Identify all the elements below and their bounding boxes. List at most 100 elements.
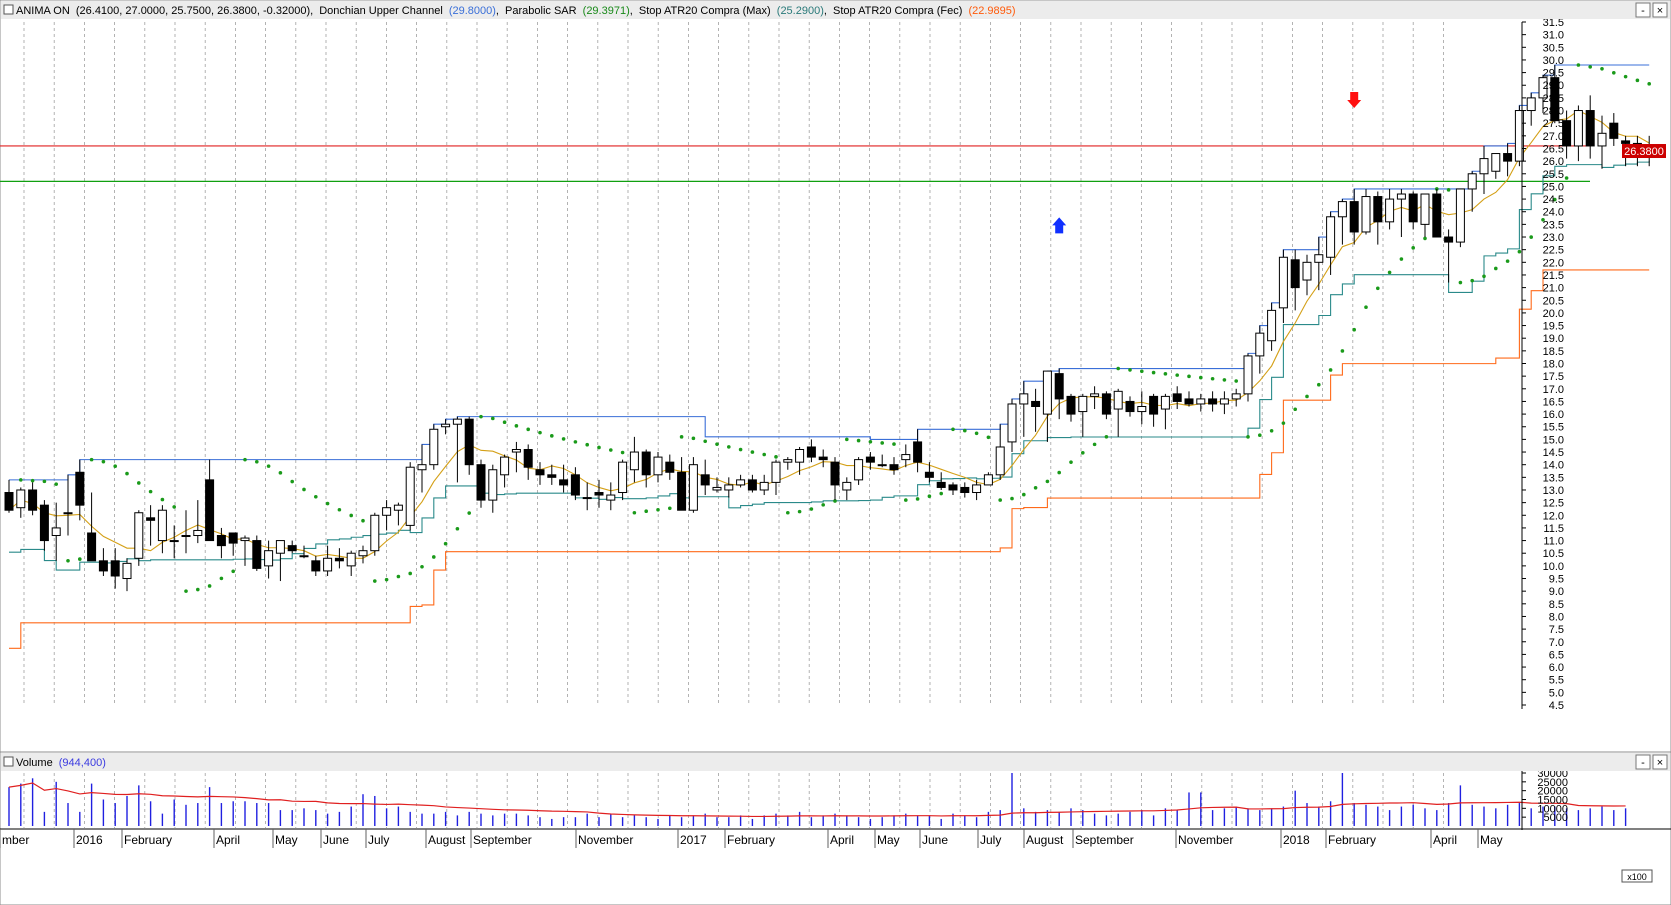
sar-dot (526, 427, 530, 432)
candle-body-down (464, 418, 474, 466)
x-axis-label: September (1075, 833, 1134, 847)
candle-body-up (1326, 216, 1336, 258)
candle-body-up (712, 486, 722, 491)
candle-body-up (452, 418, 462, 425)
candle-body-up (1219, 398, 1229, 405)
sar-dot (1470, 278, 1474, 283)
sar-dot (54, 482, 58, 486)
price-tick-label: 21.5 (1543, 270, 1564, 282)
sar-dot (302, 487, 306, 492)
price-tick-label: 25.0 (1543, 181, 1564, 193)
pane-icon (3, 4, 14, 15)
candle-body-down (936, 481, 946, 488)
price-tick-label: 15.0 (1543, 434, 1564, 446)
candle-body-down (75, 471, 85, 506)
sar-dot (1364, 305, 1368, 309)
price-tick-label: 22.5 (1543, 245, 1564, 257)
candle-body-down (700, 474, 710, 486)
candle-body-down (570, 474, 580, 496)
sar-dot (113, 464, 117, 469)
candle-body-up (122, 562, 132, 580)
sar-dot (101, 459, 106, 464)
candle-body-down (228, 532, 238, 544)
candle-body-down (4, 492, 14, 511)
sar-dot (1081, 451, 1085, 455)
sar-dot (703, 439, 707, 444)
sar-dot (361, 518, 365, 523)
candle-body-up (1597, 132, 1607, 147)
volume-tick-label: 20000 (1537, 786, 1568, 798)
x-axis-label: April (1433, 833, 1457, 847)
sar-dot (243, 457, 247, 462)
price-tick-label: 27.5 (1543, 118, 1564, 130)
price-tick-label: 9.5 (1549, 574, 1564, 586)
candle-body-down (1066, 395, 1076, 415)
sar-dot (1482, 274, 1486, 279)
sar-dot (1163, 372, 1168, 376)
volume-close-button[interactable]: × (1652, 754, 1668, 770)
price-tick-label: 6.0 (1549, 662, 1564, 674)
svg-text:x100: x100 (1627, 872, 1647, 882)
price-tick-label: 31.5 (1543, 17, 1564, 29)
x-axis-label: 2016 (76, 833, 103, 847)
price-tick-label: 13.0 (1543, 485, 1564, 497)
price-tick-label: 17.5 (1543, 371, 1564, 383)
price-tick-label: 12.0 (1543, 510, 1564, 522)
sar-dot (1529, 235, 1533, 239)
candle-body-up (1196, 398, 1206, 405)
price-tick-label: 11.0 (1543, 536, 1564, 548)
sar-dot (1140, 369, 1144, 374)
buy-arrow (1052, 217, 1067, 234)
candle-body-up (1042, 370, 1052, 415)
sar-dot (491, 416, 495, 421)
volume-minimize-button[interactable]: - (1635, 754, 1651, 770)
candle-body-down (1621, 140, 1631, 144)
sar-dot (1010, 496, 1014, 501)
candle-body-up (63, 512, 73, 515)
x-axis-label: 2017 (680, 833, 707, 847)
candle-body-up (653, 456, 663, 476)
candle-body-up (1385, 198, 1395, 223)
price-tick-label: 10.5 (1543, 548, 1564, 560)
candle-body-up (1361, 196, 1371, 233)
svg-text:×: × (1657, 5, 1663, 17)
sar-dot (1128, 368, 1132, 372)
price-close-button[interactable]: × (1652, 2, 1668, 18)
price-tick-label: 30.5 (1543, 42, 1564, 54)
sar-dot (1588, 65, 1592, 69)
sar-dot (1505, 259, 1510, 263)
sar-dot (1647, 82, 1651, 86)
x-axis-label: June (922, 833, 948, 847)
candle-body-up (1160, 395, 1170, 410)
price-tick-label: 13.5 (1543, 472, 1564, 484)
candle-body-up (1137, 406, 1147, 413)
sar-dot (207, 584, 212, 588)
sar-dot (868, 439, 873, 444)
sar-dot (620, 450, 625, 455)
sar-dot (373, 579, 377, 583)
candle-body-up (1113, 390, 1123, 410)
sar-dot (939, 491, 943, 496)
sar-dot (880, 441, 884, 445)
price-tick-label: 5.0 (1549, 687, 1564, 699)
price-minimize-button[interactable]: - (1635, 2, 1651, 18)
sar-dot (290, 479, 295, 484)
x-axis-label: February (1328, 833, 1376, 847)
last-price-tag: 26.3800 (1622, 144, 1666, 159)
price-tick-label: 7.0 (1549, 637, 1564, 649)
volume-average-line (8, 782, 1626, 818)
candle-body-down (146, 517, 156, 521)
candle-body-up (877, 464, 887, 467)
sar-dot (455, 526, 460, 531)
price-tick-label: 20.5 (1543, 295, 1564, 307)
volume-header: Volume (944,400) - × (1, 753, 1670, 771)
candle-body-down (1290, 259, 1300, 289)
candle-body-up (842, 481, 852, 491)
x-axis-label: mber (2, 833, 29, 847)
x-axis-label: April (216, 833, 240, 847)
candle-body-up (1007, 403, 1017, 443)
svg-text:-: - (1641, 5, 1645, 17)
price-tick-label: 21.0 (1543, 283, 1564, 295)
indicator-name-atr-fec: Stop ATR20 Compra (Fec) (833, 5, 962, 17)
candle-body-up (582, 497, 592, 500)
